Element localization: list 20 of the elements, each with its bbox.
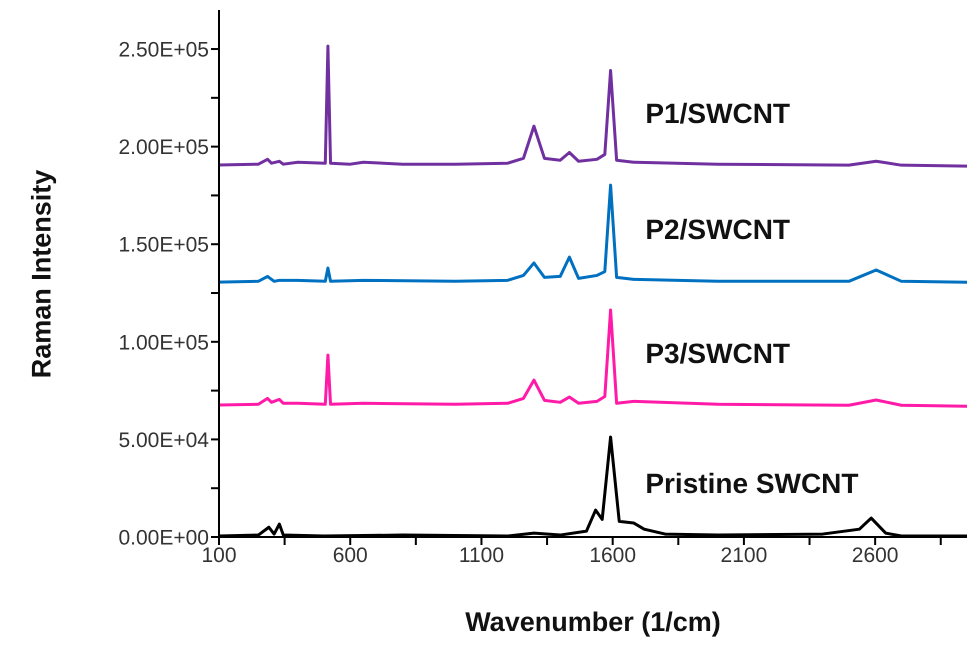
series-label: P1/SWCNT <box>645 98 790 130</box>
x-tick-label: 600 <box>332 544 368 567</box>
y-tick-label: 2.50E+05 <box>118 38 209 62</box>
y-tick-label: 1.50E+05 <box>118 234 209 257</box>
x-tick-label: 2600 <box>852 544 898 567</box>
x-tick-label: 1600 <box>589 544 636 567</box>
x-tick-label: 100 <box>201 544 237 567</box>
line-series <box>219 184 967 284</box>
x-tick-label: 2100 <box>720 544 768 567</box>
x-tick-label: 1100 <box>458 544 504 567</box>
y-tick-label: 2.00E+05 <box>118 136 209 160</box>
series-label: Pristine SWCNT <box>645 468 858 500</box>
line-series <box>219 44 967 168</box>
series-label: P2/SWCNT <box>645 214 790 246</box>
series-label: P3/SWCNT <box>645 338 790 370</box>
line-series <box>219 308 967 408</box>
x-axis-title: Wavenumber (1/cm) <box>464 607 722 638</box>
y-tick-label: 5.00E+04 <box>118 428 210 452</box>
y-tick-label: 1.00E+05 <box>118 331 209 354</box>
y-axis-title: Raman Intensity <box>26 169 58 378</box>
